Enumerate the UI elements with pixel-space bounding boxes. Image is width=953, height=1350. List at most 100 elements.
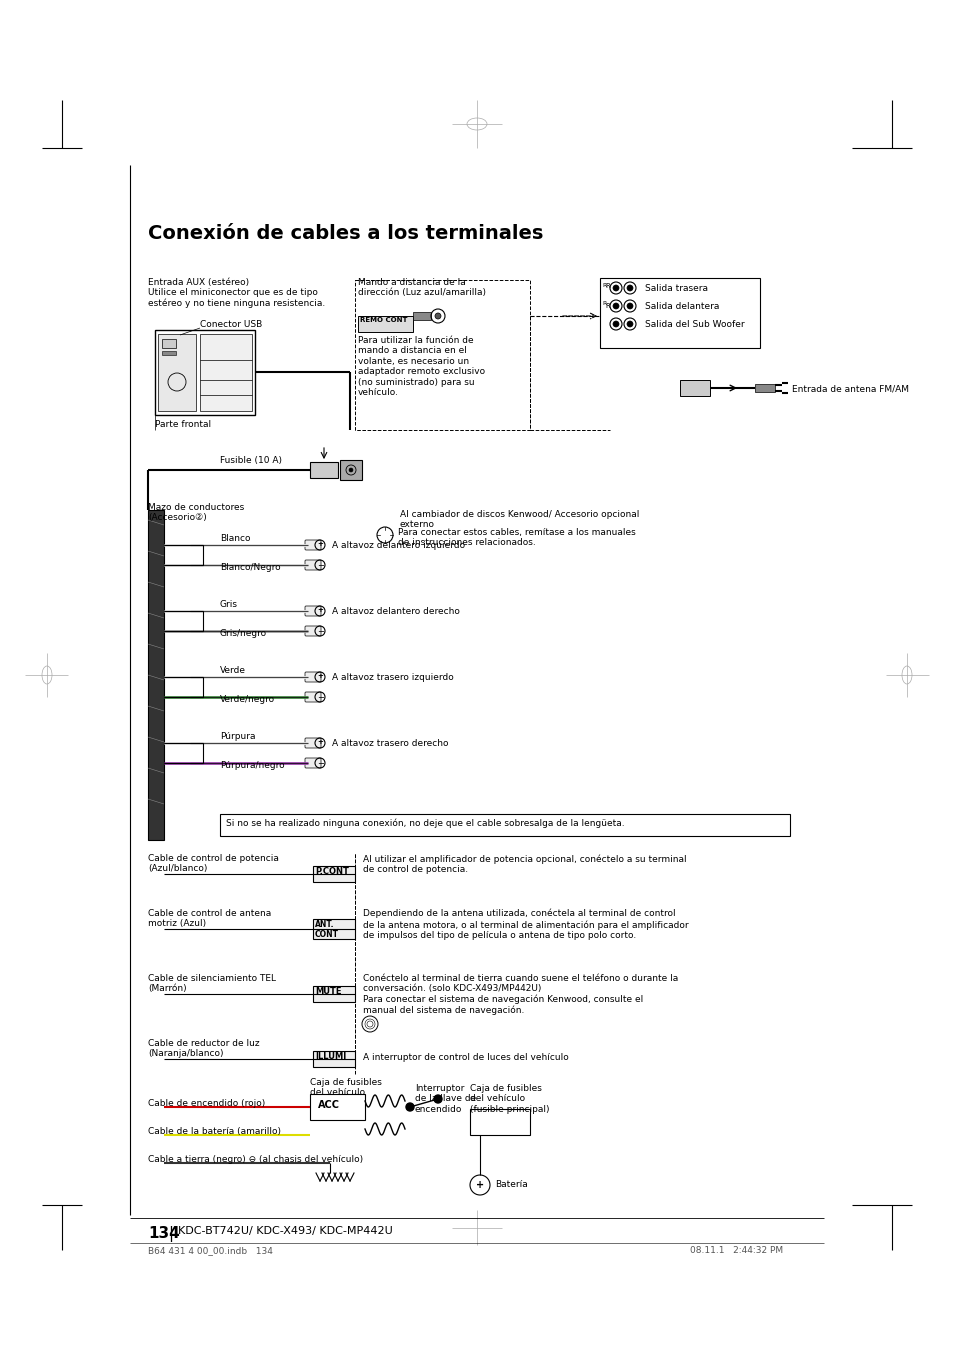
- Text: Caja de fusibles
del vehículo: Caja de fusibles del vehículo: [310, 1079, 381, 1098]
- Text: Cable de la batería (amarillo): Cable de la batería (amarillo): [148, 1127, 281, 1135]
- Text: Salida delantera: Salida delantera: [644, 302, 719, 311]
- Circle shape: [434, 1095, 441, 1103]
- Text: −: −: [316, 759, 324, 768]
- FancyBboxPatch shape: [305, 757, 320, 768]
- Bar: [310, 1094, 365, 1120]
- Bar: [313, 919, 355, 940]
- Bar: [679, 379, 709, 396]
- Text: Conexión de cables a los terminales: Conexión de cables a los terminales: [148, 224, 543, 243]
- Text: Parte frontal: Parte frontal: [154, 420, 211, 429]
- Text: Conéctelo al terminal de tierra cuando suene el teléfono o durante la
conversaci: Conéctelo al terminal de tierra cuando s…: [363, 973, 678, 1015]
- Circle shape: [613, 321, 618, 327]
- Bar: [313, 986, 355, 1002]
- Text: Cable de reductor de luz
(Naranja/blanco): Cable de reductor de luz (Naranja/blanco…: [148, 1040, 259, 1058]
- Text: A altavoz delantero derecho: A altavoz delantero derecho: [332, 608, 459, 616]
- Bar: [162, 351, 175, 355]
- Text: Interruptor
de la llave de
encendido: Interruptor de la llave de encendido: [415, 1084, 476, 1114]
- Text: Gris/negro: Gris/negro: [220, 629, 267, 639]
- Bar: [599, 278, 760, 348]
- Text: Conector USB: Conector USB: [200, 320, 262, 329]
- Bar: [355, 279, 530, 431]
- Text: Entrada de antena FM/AM: Entrada de antena FM/AM: [791, 383, 908, 393]
- Text: ILLUMI: ILLUMI: [314, 1052, 346, 1061]
- Text: Cable de control de potencia
(Azul/blanco): Cable de control de potencia (Azul/blanc…: [148, 855, 278, 873]
- Circle shape: [613, 302, 618, 309]
- Text: Dependiendo de la antena utilizada, conéctela al terminal de control
de la anten: Dependiendo de la antena utilizada, coné…: [363, 909, 688, 940]
- Text: |: |: [168, 1226, 172, 1242]
- Bar: [310, 462, 337, 478]
- Text: A interruptor de control de luces del vehículo: A interruptor de control de luces del ve…: [363, 1053, 568, 1062]
- Text: Púrpura: Púrpura: [220, 732, 255, 741]
- Text: −: −: [316, 693, 324, 702]
- Text: Púrpura/negro: Púrpura/negro: [220, 761, 284, 770]
- Text: +: +: [317, 608, 323, 613]
- Text: Cable de control de antena
motriz (Azul): Cable de control de antena motriz (Azul): [148, 909, 271, 929]
- Text: R: R: [604, 284, 609, 289]
- Bar: [313, 865, 355, 882]
- Text: +: +: [317, 738, 323, 745]
- Bar: [154, 329, 254, 414]
- Text: 134: 134: [148, 1226, 179, 1241]
- Text: MUTE: MUTE: [314, 987, 341, 996]
- Text: Entrada AUX (estéreo)
Utilice el miniconector que es de tipo
estéreo y no tiene : Entrada AUX (estéreo) Utilice el minicon…: [148, 278, 325, 308]
- Bar: [357, 316, 413, 332]
- Bar: [413, 312, 431, 320]
- Text: +: +: [317, 541, 323, 547]
- Text: R: R: [601, 284, 605, 288]
- FancyBboxPatch shape: [305, 693, 320, 702]
- FancyBboxPatch shape: [305, 560, 320, 570]
- Text: Mando a distancia de la
dirección (Luz azul/amarilla): Mando a distancia de la dirección (Luz a…: [357, 278, 485, 297]
- Text: A altavoz delantero izquierdo: A altavoz delantero izquierdo: [332, 541, 465, 549]
- Text: +: +: [317, 674, 323, 679]
- Text: Blanco/Negro: Blanco/Negro: [220, 563, 280, 572]
- Bar: [220, 814, 789, 836]
- Text: 08.11.1   2:44:32 PM: 08.11.1 2:44:32 PM: [689, 1246, 782, 1256]
- Circle shape: [435, 313, 440, 319]
- Text: ACC: ACC: [317, 1100, 339, 1110]
- Text: Si no se ha realizado ninguna conexión, no deje que el cable sobresalga de la le: Si no se ha realizado ninguna conexión, …: [226, 818, 624, 828]
- Text: Verde: Verde: [220, 666, 246, 675]
- Text: R: R: [604, 302, 609, 309]
- Circle shape: [626, 321, 633, 327]
- Text: Cable de silenciamiento TEL
(Marrón): Cable de silenciamiento TEL (Marrón): [148, 973, 275, 994]
- Text: Cable a tierra (negro) ⊖ (al chasis del vehículo): Cable a tierra (negro) ⊖ (al chasis del …: [148, 1156, 363, 1164]
- Text: ANT.
CONT: ANT. CONT: [314, 919, 338, 940]
- FancyBboxPatch shape: [305, 738, 320, 748]
- Text: P.CONT: P.CONT: [314, 867, 349, 876]
- Bar: [339, 460, 361, 481]
- Text: Para utilizar la función de
mando a distancia en el
volante, es necesario un
ada: Para utilizar la función de mando a dist…: [357, 336, 485, 397]
- Text: Para conectar estos cables, remítase a los manuales
de instrucciones relacionado: Para conectar estos cables, remítase a l…: [397, 528, 635, 547]
- FancyBboxPatch shape: [305, 672, 320, 682]
- Text: −: −: [316, 626, 324, 636]
- Text: Mazo de conductores
(Accesorio②): Mazo de conductores (Accesorio②): [148, 504, 244, 522]
- Circle shape: [349, 468, 353, 472]
- Text: Blanco: Blanco: [220, 535, 251, 543]
- Text: Caja de fusibles
del vehículo
(fusible principal): Caja de fusibles del vehículo (fusible p…: [470, 1084, 549, 1114]
- Text: Al utilizar el amplificador de potencia opcional, conéctelo a su terminal
de con: Al utilizar el amplificador de potencia …: [363, 855, 686, 873]
- Text: REMO CONT: REMO CONT: [359, 317, 407, 323]
- Bar: [162, 339, 175, 348]
- Text: R: R: [601, 301, 605, 306]
- FancyBboxPatch shape: [305, 540, 320, 549]
- Bar: [470, 1108, 530, 1135]
- Text: Verde/negro: Verde/negro: [220, 695, 274, 703]
- Bar: [158, 333, 195, 410]
- Text: Cable de encendido (rojo): Cable de encendido (rojo): [148, 1099, 265, 1108]
- Text: Salida trasera: Salida trasera: [644, 284, 707, 293]
- Text: Salida del Sub Woofer: Salida del Sub Woofer: [644, 320, 744, 329]
- Text: A altavoz trasero derecho: A altavoz trasero derecho: [332, 738, 448, 748]
- Text: Fusible (10 A): Fusible (10 A): [220, 456, 282, 464]
- Text: Batería: Batería: [495, 1180, 527, 1189]
- FancyBboxPatch shape: [305, 606, 320, 616]
- Circle shape: [626, 285, 633, 292]
- Text: +: +: [476, 1180, 483, 1189]
- Circle shape: [626, 302, 633, 309]
- Text: A altavoz trasero izquierdo: A altavoz trasero izquierdo: [332, 674, 454, 682]
- Bar: [148, 510, 164, 840]
- Text: KDC-BT742U/ KDC-X493/ KDC-MP442U: KDC-BT742U/ KDC-X493/ KDC-MP442U: [178, 1226, 393, 1237]
- Circle shape: [613, 285, 618, 292]
- Bar: [313, 1052, 355, 1066]
- FancyBboxPatch shape: [305, 626, 320, 636]
- Text: Gris: Gris: [220, 599, 237, 609]
- Text: −: −: [316, 562, 324, 570]
